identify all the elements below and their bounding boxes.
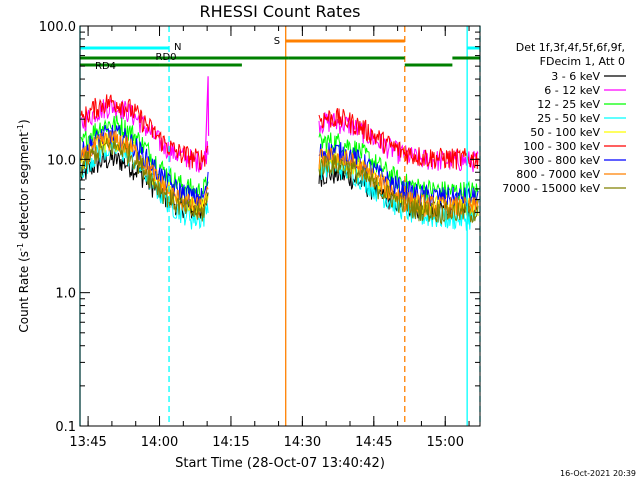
event-label: RD0 [156,52,177,63]
attenuator-events-layer: N S RD0 RD4 [79,26,481,426]
legend-entry-label: 50 - 100 keV [530,126,600,139]
chart-title: RHESSI Count Rates [200,2,361,21]
legend-entry-label: 25 - 50 keV [537,112,600,125]
series-line [80,97,209,173]
series-layer [80,76,479,231]
series-spike [204,76,210,160]
event-label: RD4 [95,61,116,72]
series-line [318,131,479,204]
x-tick-label: 13:45 [69,435,106,450]
y-axis-label-text: Count Rate (s [17,251,31,333]
legend-entry-label: 100 - 300 keV [523,140,600,153]
legend-entry-label: 6 - 12 keV [544,84,600,97]
footer-timestamp: 16-Oct-2021 20:39 [560,469,636,478]
series-line [318,154,479,226]
y-tick-label: 100.0 [39,20,76,35]
y-axis-label-unit: detector segment [17,132,31,243]
x-tick-label: 14:15 [212,435,249,450]
legend-entry-label: 3 - 6 keV [551,70,600,83]
legend-header: FDecim 1, Att 0 [540,55,625,68]
y-tick-label: 1.0 [55,287,76,302]
legend-entry-label: 300 - 800 keV [523,154,600,167]
series-line [80,94,209,171]
x-tick-label: 14:30 [284,435,321,450]
y-axis-label-close: ) [17,119,31,124]
legend-entry-label: 800 - 7000 keV [516,168,600,181]
x-tick-label: 14:45 [355,435,392,450]
y-tick-label: 0.1 [55,420,76,435]
legend-entry-label: 7000 - 15000 keV [502,182,600,195]
legend: Det 1f,3f,4f,5f,6f,9f,FDecim 1, Att 0 3 -… [502,41,626,195]
y-tick-label: 10.0 [47,153,76,168]
event-label: S [274,36,280,47]
y-axis-label-exponent-2: -1 [16,124,25,132]
y-axis-label: Count Rate (s-1 detector segment-1) [16,119,31,332]
x-tick-label: 15:00 [427,435,464,450]
event-label: N [174,42,181,53]
series-line [80,138,209,222]
legend-header: Det 1f,3f,4f,5f,6f,9f, [516,41,625,54]
legend-entry-label: 12 - 25 keV [537,98,600,111]
y-axis-label-exponent: -1 [16,243,25,251]
x-axis-label: Start Time (28-Oct-07 13:40:42) [175,456,385,471]
axes-layer: 0.1 1.0 10.0 100.0 13:45 14:00 14:15 14:30 14:45… [39,20,480,450]
x-tick-label: 14:00 [141,435,178,450]
plot-frame [79,25,481,427]
series-line [318,107,479,170]
